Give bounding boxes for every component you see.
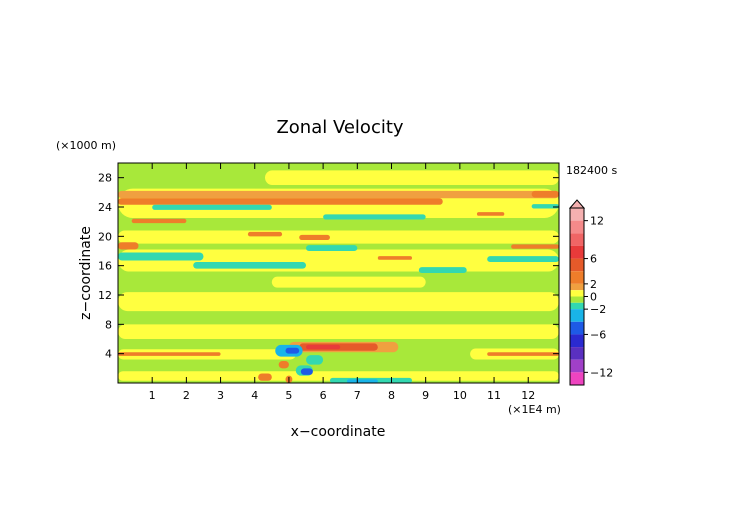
x-tick-label: 10 [453, 389, 467, 402]
colorbar-swatch [570, 258, 584, 272]
velocity-contour [118, 324, 559, 339]
colorbar-swatch [570, 309, 584, 322]
velocity-contour [511, 244, 559, 249]
colorbar-swatch [570, 302, 584, 310]
velocity-contour [306, 245, 358, 251]
velocity-contour [476, 212, 505, 216]
y-tick-label: 24 [98, 201, 112, 214]
colorbar-swatch [570, 359, 584, 373]
colorbar-overflow-arrow [568, 199, 586, 209]
x-axis-label: x−coordinate [291, 424, 386, 440]
y-tick-label: 4 [105, 348, 112, 361]
velocity-contour [487, 352, 559, 356]
velocity-field [118, 163, 559, 383]
chart-title: Zonal Velocity [276, 117, 403, 138]
x-tick-label: 1 [149, 389, 156, 402]
y-tick-label: 28 [98, 172, 112, 185]
velocity-contour [118, 292, 559, 312]
y-axis-label: z−coordinate [78, 226, 94, 320]
velocity-contour [258, 373, 272, 381]
colorbar: 12 6 20−2 −6 −12 [568, 199, 613, 386]
x-tick-label: 8 [388, 389, 395, 402]
velocity-contour [193, 262, 307, 269]
colorbar-swatch [570, 233, 584, 246]
plot-frame [117, 162, 560, 384]
time-label: 182400 s [566, 164, 617, 177]
velocity-contour [131, 218, 187, 224]
velocity-contour [265, 170, 559, 185]
y-axis-ticks: 4 8 12 16 20 24 28 [98, 172, 559, 361]
colorbar-swatch [570, 296, 584, 303]
velocity-contour [487, 256, 559, 262]
velocity-contour [278, 361, 289, 369]
x-axis-ticks: 1 2 3 4 5 6 7 8 9 10 11 12 [149, 163, 535, 402]
colorbar-swatch [570, 283, 584, 291]
colorbar-swatch [570, 245, 584, 259]
velocity-contour [306, 344, 341, 350]
velocity-contour [323, 214, 426, 220]
velocity-contour [247, 231, 283, 237]
colorbar-tick-label: −2 [590, 303, 606, 316]
velocity-contour [118, 371, 559, 381]
x-tick-label: 12 [521, 389, 535, 402]
colorbar-swatch [570, 208, 584, 221]
velocity-contour [306, 355, 324, 365]
x-tick-label: 6 [320, 389, 327, 402]
x-tick-label: 9 [422, 389, 429, 402]
colorbar-swatch [570, 334, 584, 348]
y-tick-label: 12 [98, 289, 112, 302]
colorbar-swatch [570, 220, 584, 234]
y-tick-label: 20 [98, 230, 112, 243]
colorbar-swatch [570, 372, 584, 385]
velocity-contour [118, 252, 204, 261]
colorbar-tick-label: −6 [590, 328, 606, 341]
x-tick-label: 4 [251, 389, 258, 402]
velocity-contour [300, 368, 313, 375]
y-tick-label: 16 [98, 260, 112, 273]
velocity-contour [118, 198, 443, 205]
colorbar-tick-label: 0 [590, 291, 597, 304]
x-tick-label: 3 [217, 389, 224, 402]
velocity-contour [347, 379, 378, 383]
velocity-contour [299, 234, 330, 240]
velocity-contour [118, 230, 559, 244]
colorbar-tick-label: 12 [590, 215, 604, 228]
velocity-contour [285, 347, 300, 354]
y-unit-label: (×1000 m) [56, 139, 116, 152]
velocity-contour [152, 204, 272, 210]
velocity-contour [271, 276, 426, 288]
velocity-contour [118, 190, 559, 199]
velocity-contour [418, 267, 467, 273]
colorbar-swatch [570, 271, 584, 284]
colorbar-swatch [570, 321, 584, 335]
colorbar-tick-label: 2 [590, 278, 597, 291]
velocity-contour [118, 242, 139, 250]
x-unit-label: (×1E4 m) [508, 403, 561, 416]
velocity-contour [531, 204, 559, 209]
colorbar-tick-label: 6 [590, 253, 597, 266]
x-tick-label: 7 [354, 389, 361, 402]
x-tick-label: 2 [183, 389, 190, 402]
colorbar-swatch [570, 290, 584, 297]
x-tick-label: 11 [487, 389, 501, 402]
velocity-contour [531, 190, 559, 198]
velocity-contour [118, 352, 221, 356]
velocity-contour [377, 256, 412, 260]
colorbar-tick-label: −12 [590, 366, 613, 379]
colorbar-swatch [570, 347, 584, 360]
x-tick-label: 5 [285, 389, 292, 402]
y-tick-label: 8 [105, 318, 112, 331]
